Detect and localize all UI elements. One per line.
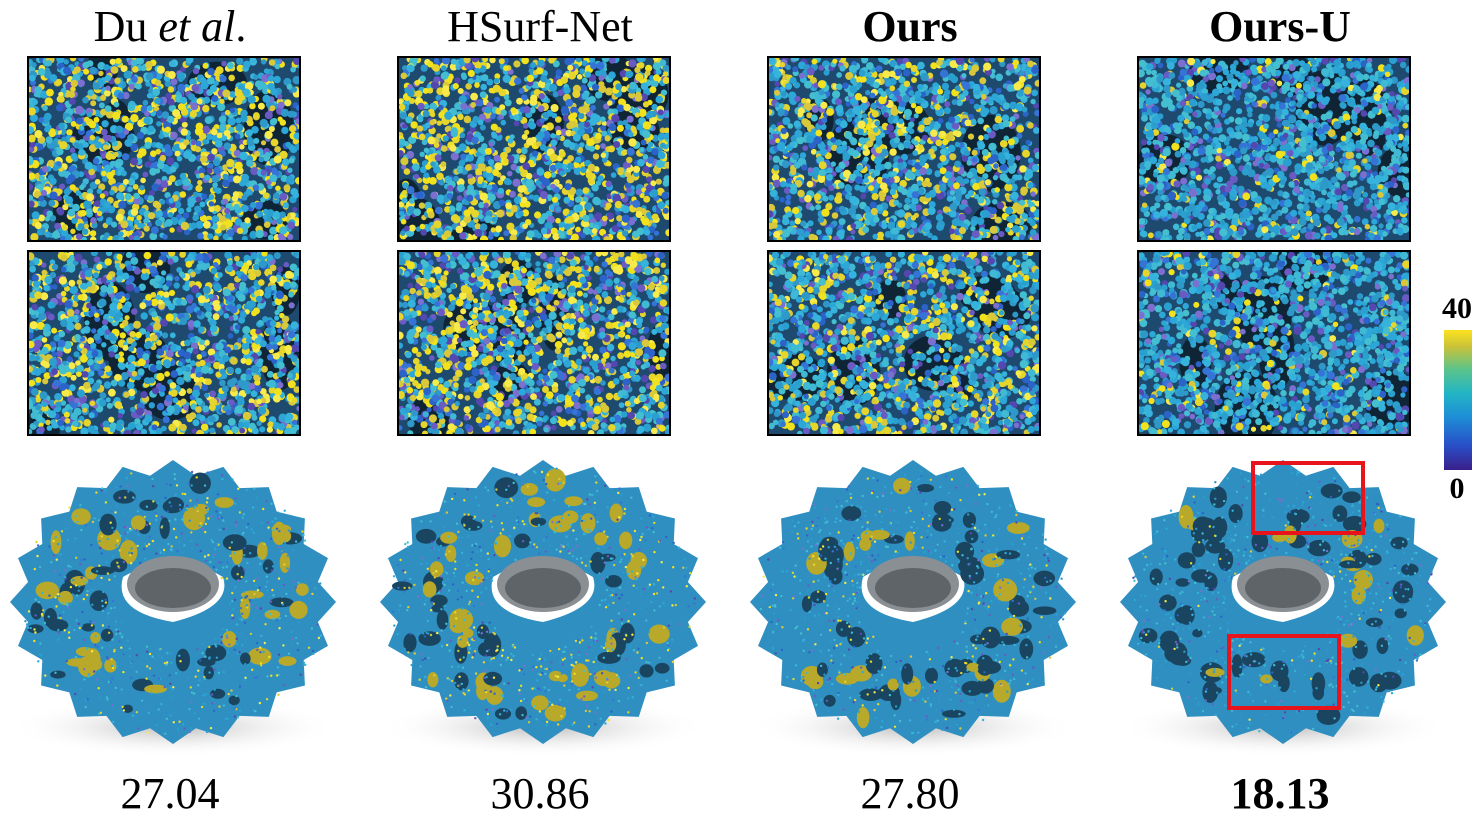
method-column: Du et al. 27.04 [5, 0, 338, 822]
zoom-crop-bottom [27, 250, 301, 436]
zoom-crop-top [27, 56, 301, 242]
colorbar-min-label: 0 [1449, 472, 1465, 505]
method-title-main: Ours-U [1209, 2, 1351, 51]
zoom-crop-bottom [1137, 250, 1411, 436]
method-title-main: Ours [862, 2, 958, 51]
zoom-crop-top [1137, 56, 1411, 242]
method-title-italic: et al [158, 2, 236, 51]
method-title-main: HSurf-Net [447, 2, 633, 51]
zoom-crop-bottom [397, 250, 671, 436]
method-title-tail: . [235, 2, 247, 51]
point-cloud-render [3, 452, 343, 762]
colorbar-max-label: 40 [1442, 292, 1472, 325]
method-column: Ours 27.80 [745, 0, 1078, 822]
error-score: 18.13 [1230, 769, 1330, 818]
method-column: HSurf-Net 30.86 [375, 0, 708, 822]
zoom-crop-bottom [767, 250, 1041, 436]
error-score: 27.80 [860, 769, 960, 818]
point-cloud-render [743, 452, 1083, 762]
method-title: Du et al. [5, 2, 335, 52]
zoom-region-box-bottom [1227, 634, 1341, 710]
error-score: 30.86 [490, 769, 590, 818]
zoom-crop-top [397, 56, 671, 242]
error-score: 27.04 [120, 769, 220, 818]
method-title: Ours [745, 2, 1075, 52]
method-title: Ours-U [1115, 2, 1445, 52]
zoom-region-box-top [1251, 461, 1365, 535]
method-column: Ours-U 18.13 [1115, 0, 1448, 822]
zoom-crop-top [767, 56, 1041, 242]
method-title-main: Du [93, 2, 159, 51]
method-title: HSurf-Net [375, 2, 705, 52]
point-cloud-render [373, 452, 713, 762]
colorbar [1444, 330, 1472, 470]
